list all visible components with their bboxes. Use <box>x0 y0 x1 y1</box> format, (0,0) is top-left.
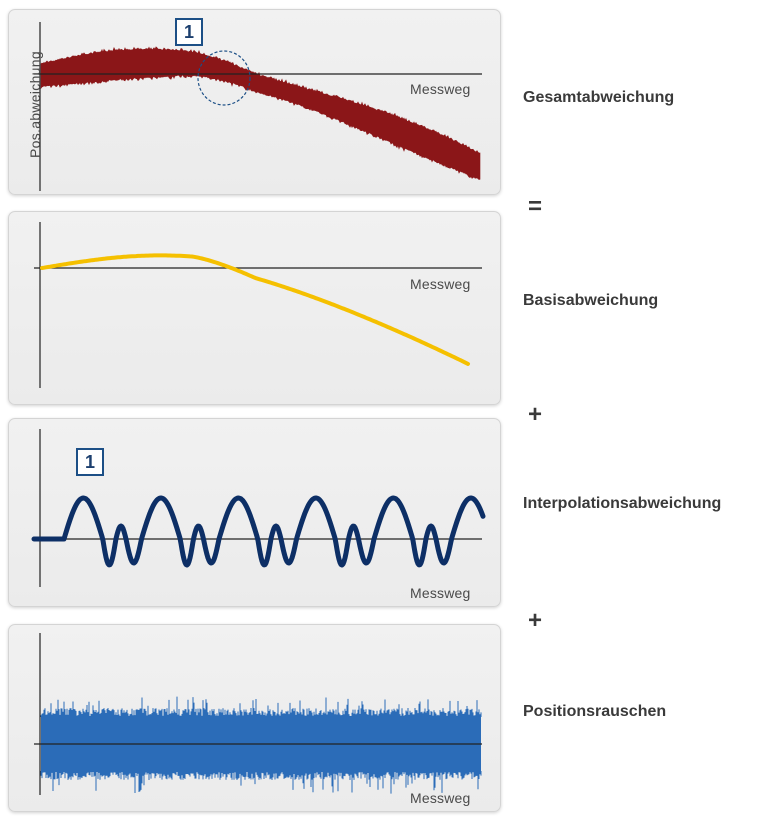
base-deviation-label: Basisabweichung <box>523 292 659 309</box>
interpolation-deviation-plot <box>31 429 486 587</box>
x-axis-label: Messweg <box>410 790 471 806</box>
interpolation-deviation-curve <box>31 495 486 568</box>
plus-operator: + <box>528 607 543 634</box>
noise-lower-spikes <box>40 771 482 794</box>
total-deviation-label: Gesamtabweichung <box>523 89 675 106</box>
total-deviation-plot <box>34 22 482 191</box>
position-noise-label: Positionsrauschen <box>523 703 667 720</box>
total-deviation-band <box>40 46 481 180</box>
x-axis-label: Messweg <box>410 81 471 97</box>
noise-upper-spikes <box>40 696 482 717</box>
interpolation-deviation-label: Interpolationsabweichung <box>523 495 722 512</box>
highlight-circle <box>197 50 251 106</box>
x-axis-label: Messweg <box>410 585 471 601</box>
plus-operator: + <box>528 401 543 428</box>
total-deviation-panel: Pos.abweichung Messweg 1 <box>8 9 501 195</box>
equals-operator: = <box>528 193 543 220</box>
base-deviation-plot <box>34 222 482 388</box>
base-deviation-panel: Messweg <box>8 211 501 405</box>
y-axis-label: Pos.abweichung <box>27 51 43 158</box>
position-noise-plot <box>34 633 482 795</box>
marker-1-box: 1 <box>175 18 203 46</box>
interpolation-deviation-panel: Messweg 1 <box>8 418 501 607</box>
marker-1-box: 1 <box>76 448 104 476</box>
base-deviation-curve <box>40 253 470 366</box>
position-noise-panel: Messweg <box>8 624 501 812</box>
x-axis-label: Messweg <box>410 276 471 292</box>
